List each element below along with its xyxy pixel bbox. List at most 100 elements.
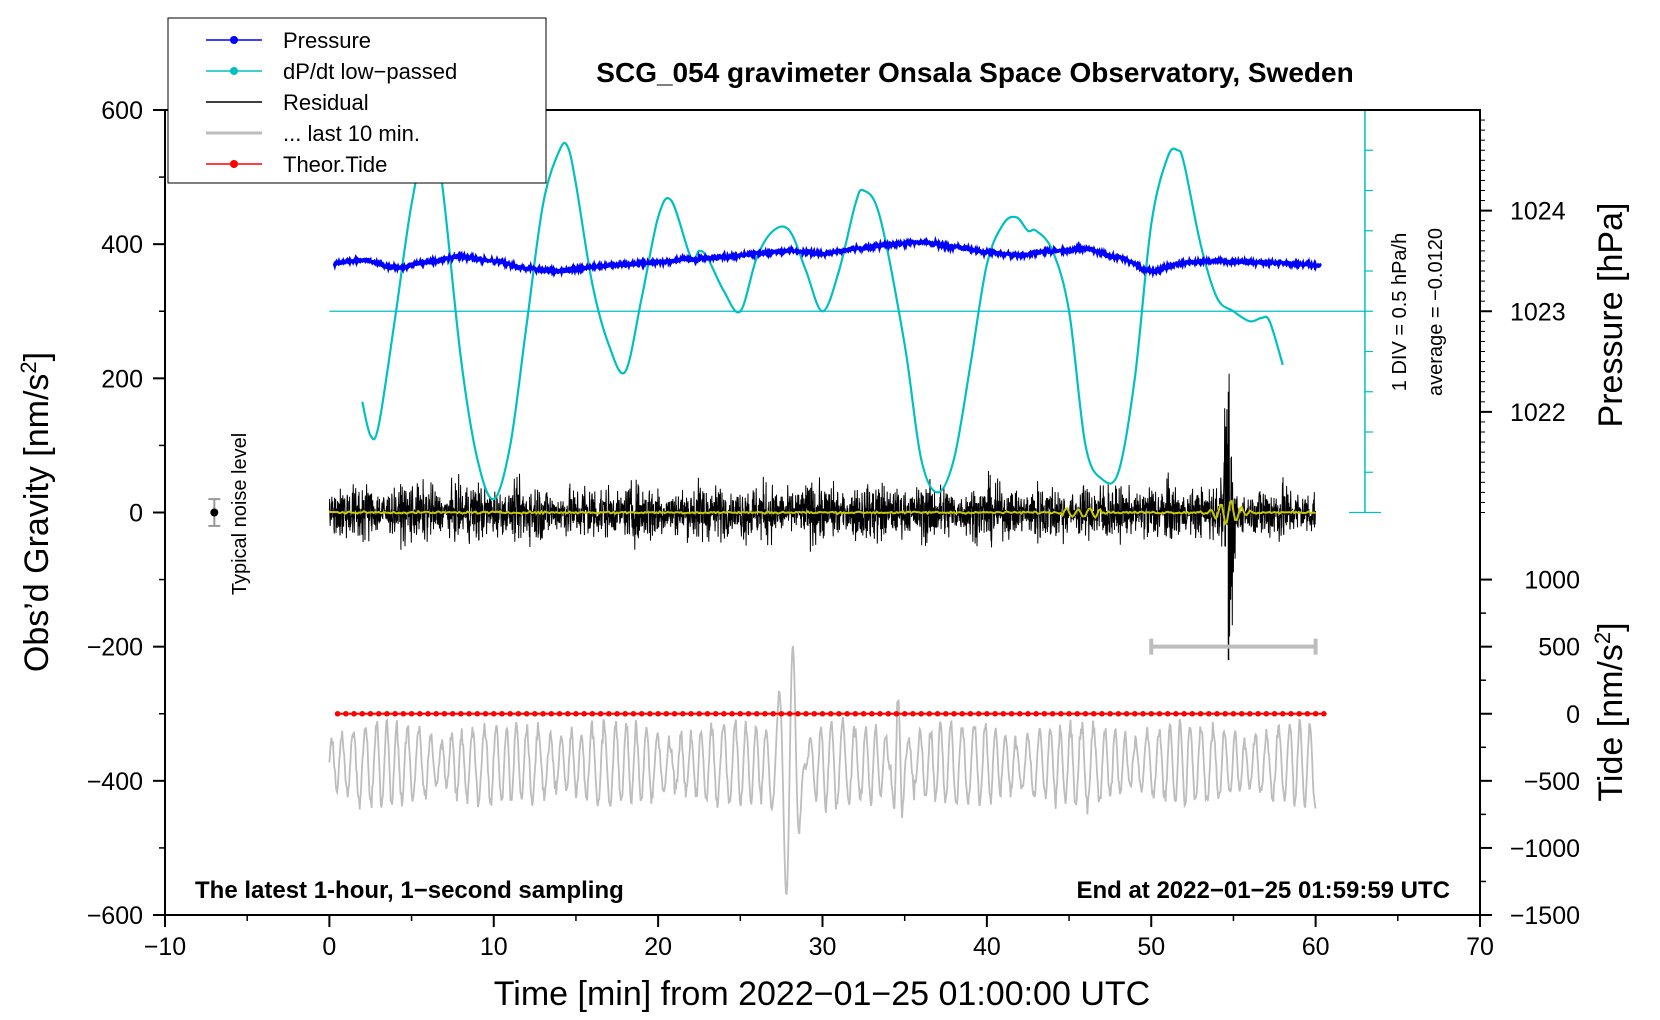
noise-point [210, 508, 219, 517]
tide-point [901, 710, 908, 717]
tide-point [992, 710, 998, 717]
legend-label: dP/dt low−passed [283, 59, 457, 84]
tide-point [556, 710, 563, 717]
legend-label: Residual [283, 90, 369, 115]
tide-point [1099, 710, 1105, 717]
tide-point [959, 710, 966, 717]
x-axis-title: Time [min] from 2022−01−25 01:00:00 UTC [494, 975, 1150, 1013]
tide-point [1197, 710, 1204, 717]
tide-point [1156, 710, 1163, 717]
end-time-annotation: End at 2022−01−25 01:59:59 UTC [1076, 877, 1450, 904]
tide-tick-label: 0 [1566, 701, 1580, 729]
tide-point [762, 710, 768, 717]
tide-point [1214, 710, 1220, 717]
tide-point [482, 710, 489, 717]
tide-point [975, 710, 982, 717]
dpdt-average-label: average = −0.0120 [1425, 228, 1447, 396]
tide-point [844, 710, 850, 717]
tide-point [1238, 710, 1245, 717]
tide-point [893, 710, 900, 717]
tide-point [786, 710, 793, 717]
tide-point [967, 710, 974, 717]
tide-point [466, 710, 472, 717]
tide-point [408, 710, 415, 717]
tide-point [367, 710, 374, 717]
tide-point [1140, 710, 1146, 717]
tide-point [803, 710, 809, 717]
x-tick-label: 20 [644, 933, 672, 961]
tide-point [433, 710, 440, 717]
tide-point [441, 710, 448, 717]
chart-title: SCG_054 gravimeter Onsala Space Observat… [596, 57, 1353, 88]
tide-point [671, 710, 678, 717]
legend-box [167, 17, 547, 184]
tide-point [1148, 710, 1155, 717]
tide-point [1181, 710, 1187, 717]
tide-point [1115, 710, 1122, 717]
dpdt-line [361, 134, 1284, 501]
y-tick-label: −400 [87, 768, 143, 796]
tide-point [548, 710, 555, 717]
tide-point [1173, 710, 1179, 717]
tide-point [384, 710, 390, 717]
legend-label: Pressure [283, 28, 371, 53]
y-tick-label: 600 [101, 97, 143, 125]
tide-point [1066, 710, 1072, 717]
tide-point [416, 710, 423, 717]
tide-point [679, 710, 686, 717]
y-tick-label: −600 [87, 902, 143, 930]
tide-point [1164, 710, 1171, 717]
tide-point [745, 710, 752, 717]
x-tick-label: 60 [1302, 933, 1330, 961]
tide-point [885, 710, 892, 717]
tide-point [1222, 710, 1229, 717]
series-layer [208, 109, 1381, 895]
axes-layer: −10 0 10 20 30 40 50 60 70 −600 −400 −200 0 200 400 600… [87, 97, 1580, 961]
tide-point [712, 710, 719, 717]
tide-point [827, 710, 834, 717]
tide-point [392, 710, 398, 717]
tide-tick-label: −500 [1524, 768, 1580, 796]
tide-point [622, 710, 629, 717]
x-tick-label: 0 [322, 933, 336, 961]
tide-point [778, 710, 785, 717]
tide-point [688, 710, 694, 717]
tide-point [737, 710, 744, 717]
tide-point [1271, 710, 1278, 717]
tide-point [753, 710, 760, 717]
latest-hour-annotation: The latest 1-hour, 1−second sampling [195, 877, 624, 904]
tide-point [1008, 710, 1015, 717]
tide-point [1025, 710, 1031, 717]
legend-label: ... last 10 min. [283, 121, 420, 146]
pressure-axis-title: Pressure [hPa] [1592, 203, 1630, 428]
tide-point [1074, 710, 1081, 717]
legend-marker [230, 67, 238, 75]
tide-point [614, 710, 620, 717]
pressure-line [332, 235, 1322, 279]
tide-point [1288, 710, 1294, 717]
residual-lowpass-line [329, 499, 1317, 526]
tide-point [860, 710, 867, 717]
tide-point [490, 710, 497, 717]
tide-axis-title: Tide [nm/s2] [1590, 622, 1630, 801]
tide-point [1016, 710, 1023, 717]
y-tick-label: 200 [101, 365, 143, 393]
tide-point [942, 710, 949, 717]
tide-point [704, 710, 711, 717]
tide-point [1107, 710, 1113, 717]
pressure-tick-label: 1024 [1510, 198, 1566, 226]
tide-axis-title-sup: 2 [1590, 632, 1615, 644]
tide-point [770, 710, 776, 717]
tide-point [1033, 710, 1039, 717]
tide-point [449, 710, 456, 717]
tide-point [1247, 710, 1253, 717]
legend-items: Pressure dP/dt low−passed Residual ... last… [206, 28, 457, 177]
pressure-tick-label: 1023 [1510, 298, 1566, 326]
tide-point [1000, 710, 1007, 717]
tide-point [696, 710, 703, 717]
y-axis-title-main: Obs’d Gravity [nm/s [18, 374, 56, 673]
tide-point [581, 710, 587, 717]
tide-point [918, 710, 924, 717]
tide-point [523, 710, 530, 717]
